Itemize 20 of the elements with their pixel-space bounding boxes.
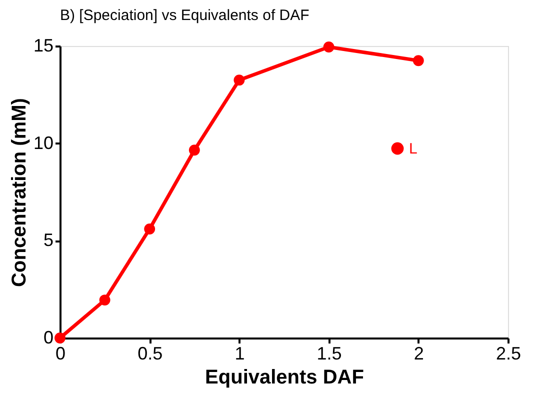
point — [412, 55, 424, 66]
y-tick-label: 5 — [43, 230, 54, 250]
x-tick-label: 1.5 — [316, 344, 342, 364]
point — [54, 332, 66, 344]
x-tick-label: 2.5 — [496, 344, 522, 364]
x-tick-label: 1 — [234, 344, 245, 364]
y-tick-label: 0 — [43, 328, 54, 348]
y-tick-label: 15 — [33, 36, 54, 56]
point — [144, 224, 156, 234]
y-tick-label: 10 — [33, 132, 54, 153]
x-tick-label: 0.5 — [138, 344, 163, 364]
point — [188, 144, 200, 156]
point — [323, 42, 334, 52]
point — [99, 294, 110, 306]
chart-title: B) [Speciation] vs Equivalents of DAF — [60, 7, 310, 24]
x-tick-label: 2 — [414, 344, 424, 364]
x-axis-title: Equivalents DAF — [205, 366, 364, 388]
legend-label: L — [409, 140, 418, 158]
point — [234, 74, 245, 86]
y-axis-title: Concentration (mM) — [8, 98, 30, 287]
